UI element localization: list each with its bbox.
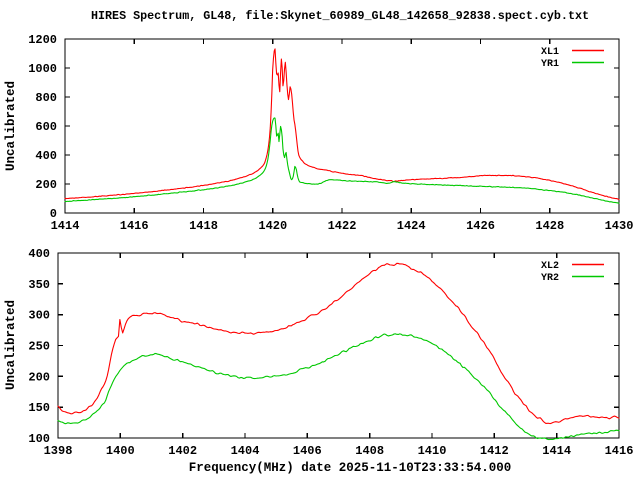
svg-text:Frequency(MHz) date 2025-11-10: Frequency(MHz) date 2025-11-10T23:33:54.… [189, 461, 512, 475]
svg-text:Uncalibrated: Uncalibrated [4, 300, 18, 390]
svg-text:150: 150 [28, 401, 50, 415]
svg-text:1400: 1400 [106, 444, 135, 458]
svg-text:300: 300 [28, 309, 50, 323]
svg-text:1424: 1424 [397, 219, 426, 233]
svg-text:600: 600 [35, 120, 57, 134]
svg-text:400: 400 [28, 247, 50, 261]
svg-text:1398: 1398 [44, 444, 73, 458]
svg-text:400: 400 [35, 149, 57, 163]
svg-text:1404: 1404 [231, 444, 260, 458]
svg-text:1430: 1430 [605, 219, 634, 233]
svg-text:1416: 1416 [605, 444, 634, 458]
svg-text:1414: 1414 [51, 219, 80, 233]
svg-text:200: 200 [28, 370, 50, 384]
svg-text:1402: 1402 [168, 444, 197, 458]
svg-text:XL2: XL2 [541, 261, 559, 272]
svg-text:1418: 1418 [189, 219, 218, 233]
svg-text:1414: 1414 [542, 444, 571, 458]
svg-text:1428: 1428 [535, 219, 564, 233]
svg-text:250: 250 [28, 340, 50, 354]
svg-text:1000: 1000 [28, 62, 57, 76]
svg-text:XL1: XL1 [541, 47, 559, 58]
svg-text:HIRES Spectrum, GL48, file:Sky: HIRES Spectrum, GL48, file:Skynet_60989_… [91, 9, 589, 23]
svg-text:1422: 1422 [328, 219, 357, 233]
svg-text:1408: 1408 [355, 444, 384, 458]
svg-text:1426: 1426 [466, 219, 495, 233]
svg-text:1412: 1412 [480, 444, 509, 458]
svg-text:1406: 1406 [293, 444, 322, 458]
svg-text:350: 350 [28, 278, 50, 292]
svg-text:Uncalibrated: Uncalibrated [4, 81, 18, 171]
svg-text:1416: 1416 [120, 219, 149, 233]
svg-text:800: 800 [35, 91, 57, 105]
svg-text:1410: 1410 [418, 444, 447, 458]
svg-text:200: 200 [35, 178, 57, 192]
svg-text:1200: 1200 [28, 33, 57, 47]
svg-text:YR1: YR1 [541, 59, 559, 70]
svg-text:1420: 1420 [258, 219, 287, 233]
svg-text:YR2: YR2 [541, 273, 559, 284]
